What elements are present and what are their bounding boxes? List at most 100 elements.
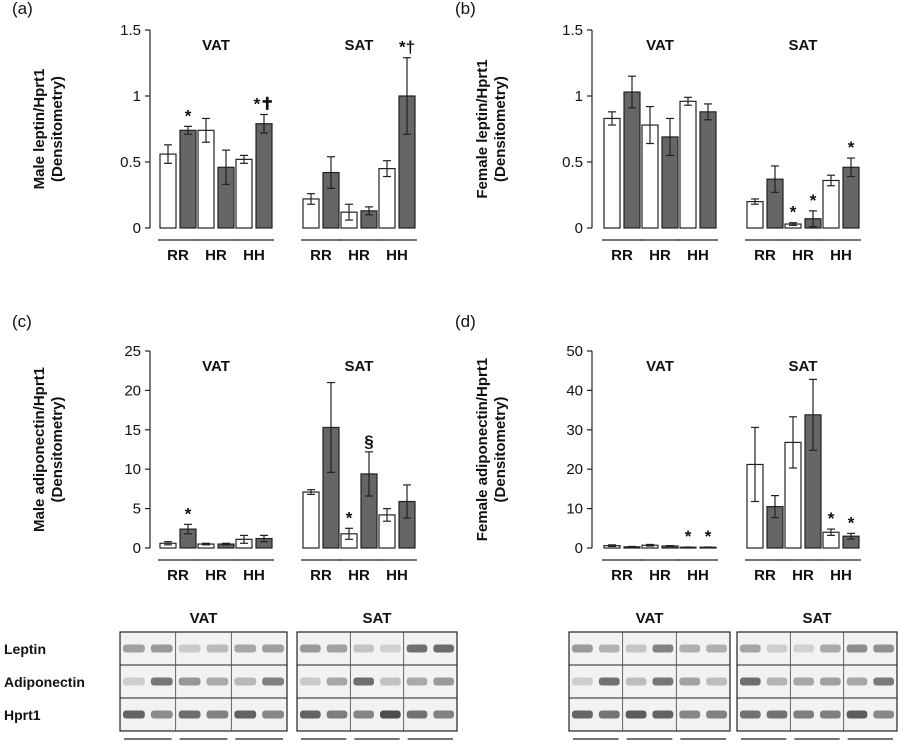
panel-label: (a) bbox=[12, 0, 33, 18]
significance-marker: * bbox=[790, 203, 797, 222]
blot-band bbox=[353, 677, 374, 686]
y-tick-label: 40 bbox=[566, 382, 583, 399]
y-axis-label: Male leptin/Hprt1 bbox=[31, 69, 48, 190]
category-label: RR bbox=[310, 247, 332, 264]
category-label: HH bbox=[687, 247, 709, 264]
blot-band bbox=[234, 677, 257, 686]
blot-band bbox=[873, 677, 894, 686]
blot-band bbox=[706, 644, 727, 653]
blot-band bbox=[598, 710, 620, 719]
blot-band bbox=[300, 677, 321, 686]
category-label: HH bbox=[386, 567, 408, 584]
blot-band bbox=[625, 677, 647, 686]
bar-hh-white bbox=[378, 168, 396, 229]
blot-band bbox=[150, 677, 173, 686]
y-tick-label: 10 bbox=[124, 461, 141, 478]
blot-band bbox=[262, 677, 284, 686]
blot-band bbox=[178, 644, 201, 653]
blot-band bbox=[679, 677, 701, 686]
significance-marker: * bbox=[848, 513, 855, 532]
chart-panel-a: (a) Male leptin/Hprt1 (Densitometry) 0 0.5 1 1… bbox=[12, 0, 417, 264]
category-label: HH bbox=[243, 567, 265, 584]
bar-hh-white bbox=[679, 100, 697, 229]
blot-band bbox=[380, 677, 401, 686]
y-tick-label: 10 bbox=[566, 501, 583, 518]
y-tick-label: 0.5 bbox=[562, 154, 583, 171]
blot-band bbox=[206, 644, 229, 653]
y-axis-label: Male adiponectin/Hprt1 bbox=[31, 367, 48, 532]
western-blots: LeptinAdiponectinHprt1VATRRHRHHSATRRHRHH… bbox=[4, 610, 898, 740]
blot-band bbox=[406, 644, 428, 653]
blot-band bbox=[406, 677, 428, 686]
blot-band bbox=[123, 677, 145, 686]
y-tick-label: 20 bbox=[124, 382, 141, 399]
category-label: HR bbox=[792, 247, 814, 264]
y-axis-label: (Densitometry) bbox=[49, 76, 66, 182]
y-axis-label: (Densitometry) bbox=[49, 397, 66, 503]
blot-band bbox=[679, 710, 701, 719]
blot-band bbox=[846, 644, 868, 653]
group-title: SAT bbox=[345, 358, 374, 375]
group-title: VAT bbox=[202, 358, 230, 375]
bar-group-vat: VAT * *✝ RR HR HH bbox=[158, 37, 274, 264]
bar-group-vat: VAT * RR HR HH bbox=[158, 358, 274, 584]
blot-band bbox=[123, 710, 145, 719]
panel-label: (c) bbox=[12, 312, 32, 331]
category-label: HH bbox=[243, 247, 265, 264]
blot-frame bbox=[736, 631, 898, 732]
blot-band bbox=[150, 710, 173, 719]
bar-rr-grey bbox=[623, 91, 641, 229]
blot-band bbox=[353, 644, 374, 653]
significance-marker: * bbox=[185, 504, 192, 523]
y-tick-label: 25 bbox=[124, 343, 141, 360]
blot-band bbox=[740, 710, 761, 719]
y-axis-label: Female adiponectin/Hprt1 bbox=[474, 358, 491, 541]
blot-band bbox=[625, 710, 647, 719]
blot-band bbox=[820, 644, 841, 653]
blot-band bbox=[706, 677, 727, 686]
bar-rr-white bbox=[746, 201, 764, 229]
significance-marker: * bbox=[848, 138, 855, 157]
blot-band bbox=[793, 710, 814, 719]
bar-group-sat: SAT * * * RR HR HH bbox=[745, 37, 861, 264]
y-tick-label: 1 bbox=[575, 88, 583, 105]
y-axis-label: Female leptin/Hprt1 bbox=[474, 59, 491, 198]
blot-row-label: Leptin bbox=[4, 641, 46, 657]
bar-group-vat: VAT RR HR HH bbox=[602, 37, 718, 264]
blot-row-label: Adiponectin bbox=[4, 674, 85, 690]
blot-band bbox=[873, 710, 894, 719]
category-label: HH bbox=[687, 567, 709, 584]
category-label: HH bbox=[830, 567, 852, 584]
blot-title: VAT bbox=[636, 610, 664, 627]
blot-frame bbox=[568, 631, 731, 732]
category-label: RR bbox=[167, 247, 189, 264]
bar-group-vat: VAT * * RR HR HH bbox=[602, 358, 718, 584]
blot-band bbox=[598, 677, 620, 686]
significance-marker: * bbox=[185, 106, 192, 125]
bar-hh-white bbox=[235, 158, 253, 229]
blot-band bbox=[598, 644, 620, 653]
category-label: HH bbox=[386, 247, 408, 264]
y-tick-label: 1.5 bbox=[120, 22, 141, 39]
significance-marker: * bbox=[810, 191, 817, 210]
group-title: SAT bbox=[789, 37, 818, 54]
category-label: RR bbox=[754, 247, 776, 264]
chart-panel-c: (c) Male adiponectin/Hprt1 (Densitometry) 0… bbox=[12, 312, 417, 584]
blot-band bbox=[353, 710, 374, 719]
blot-band bbox=[740, 677, 761, 686]
category-label: HR bbox=[205, 247, 227, 264]
category-label: HH bbox=[830, 247, 852, 264]
chart-panel-d: (d) Female adiponectin/Hprt1 (Densitometry… bbox=[455, 312, 861, 584]
blot-band bbox=[572, 710, 593, 719]
significance-marker: * bbox=[346, 508, 353, 527]
blot-band bbox=[234, 644, 257, 653]
blot-band bbox=[572, 644, 593, 653]
bar-hr-white bbox=[197, 129, 215, 229]
blot-band bbox=[740, 644, 761, 653]
panel-label: (d) bbox=[455, 312, 476, 331]
y-tick-label: 0 bbox=[133, 540, 141, 557]
blot-row-label: Hprt1 bbox=[4, 707, 41, 723]
significance-marker: *✝ bbox=[254, 94, 275, 113]
blot-band bbox=[326, 644, 348, 653]
